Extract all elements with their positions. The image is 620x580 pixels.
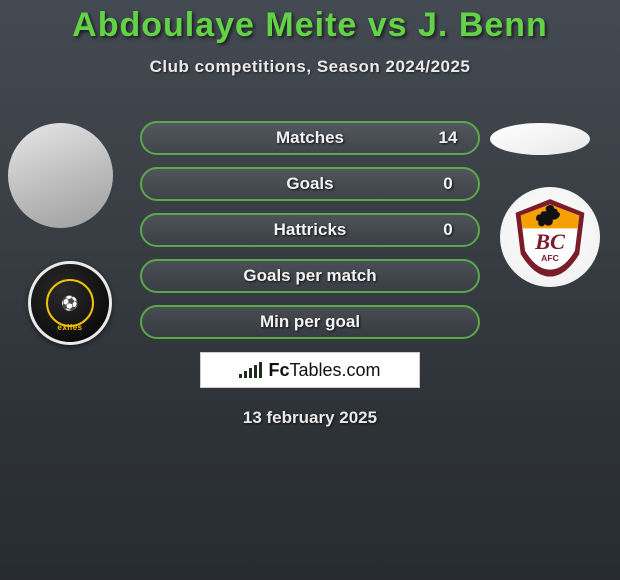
stat-right-value: 0 [418, 174, 478, 194]
bar-chart-icon [239, 362, 262, 378]
player-left-avatar [8, 123, 113, 228]
comparison-body: ⚽ exiles BC AFC Matches14Goals0Hattricks… [0, 101, 620, 361]
soccer-ball-icon: ⚽ [61, 296, 78, 310]
club-crest-left: ⚽ exiles [28, 261, 112, 345]
stat-label: Min per goal [202, 312, 418, 332]
stat-label: Matches [202, 128, 418, 148]
watermark-text: FcTables.com [268, 360, 380, 381]
svg-text:AFC: AFC [541, 253, 559, 263]
club-crest-right: BC AFC [500, 187, 600, 287]
stat-row: Matches14 [140, 121, 480, 155]
comparison-title: Abdoulaye Meite vs J. Benn [0, 0, 620, 45]
stat-right-value: 14 [418, 128, 478, 148]
stat-row: Goals per match [140, 259, 480, 293]
svg-text:BC: BC [534, 229, 566, 254]
stat-row: Hattricks0 [140, 213, 480, 247]
crest-left-ring: ⚽ [46, 279, 94, 327]
stat-row: Goals0 [140, 167, 480, 201]
stat-row: Min per goal [140, 305, 480, 339]
fctables-watermark: FcTables.com [200, 352, 420, 388]
stat-label: Goals [202, 174, 418, 194]
bradford-badge-icon: BC AFC [507, 194, 593, 280]
player-right-avatar [490, 123, 590, 155]
stat-label: Hattricks [202, 220, 418, 240]
comparison-subtitle: Club competitions, Season 2024/2025 [0, 57, 620, 77]
crest-left-text: exiles [43, 323, 98, 332]
snapshot-date: 13 february 2025 [0, 408, 620, 428]
stat-right-value: 0 [418, 220, 478, 240]
stat-label: Goals per match [202, 266, 418, 286]
